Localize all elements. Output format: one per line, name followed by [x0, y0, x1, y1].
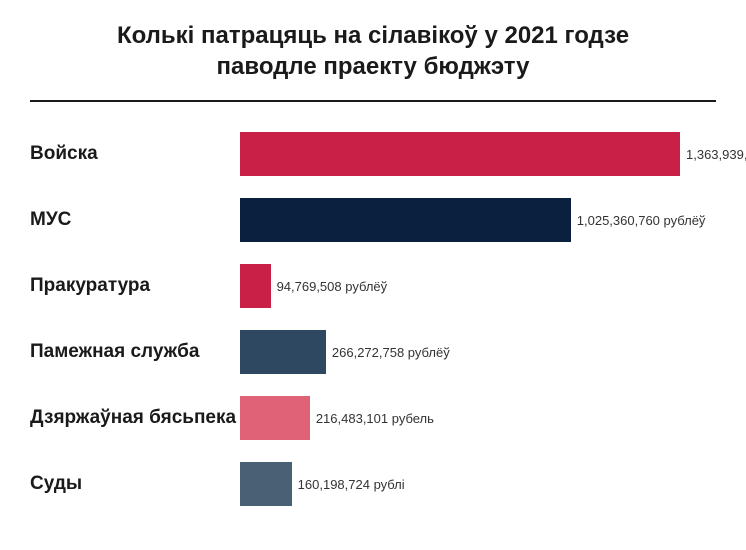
bar-area: 216,483,101 рубель: [240, 396, 716, 440]
chart-row: Суды 160,198,724 рублі: [30, 462, 716, 506]
bar: [240, 264, 271, 308]
bar-label: Войска: [30, 143, 240, 165]
title-line-1: Колькі патрацяць на сілавікоў у 2021 год…: [117, 22, 629, 49]
bar-label: Дзяржаўная бясьпека: [30, 407, 240, 429]
bar-label: Памежная служба: [30, 341, 240, 363]
bar-value: 216,483,101 рубель: [316, 411, 434, 426]
bar-value: 94,769,508 рублёў: [277, 279, 388, 294]
bar-label: МУС: [30, 209, 240, 231]
chart-title: Колькі патрацяць на сілавікоў у 2021 год…: [30, 20, 716, 82]
bar-area: 1,363,939,402 рублі: [240, 132, 746, 176]
bar-value: 1,363,939,402 рублі: [686, 147, 746, 162]
budget-bar-chart: Войска1,363,939,402 рублі МУС 1,025,360,76…: [30, 132, 716, 506]
chart-row: Войска1,363,939,402 рублі: [30, 132, 716, 176]
bar: [240, 132, 680, 176]
bar-area: 94,769,508 рублёў: [240, 264, 716, 308]
bar-label: Суды: [30, 473, 240, 495]
bar-label: Пракуратура: [30, 275, 240, 297]
bar: [240, 396, 310, 440]
title-line-2: паводле праекту бюджэту: [217, 53, 530, 80]
bar: [240, 330, 326, 374]
bar: [240, 462, 292, 506]
bar-area: 1,025,360,760 рублёў: [240, 198, 716, 242]
bar: [240, 198, 571, 242]
bar-area: 266,272,758 рублёў: [240, 330, 716, 374]
bar-area: 160,198,724 рублі: [240, 462, 716, 506]
chart-row: Пракуратура 94,769,508 рублёў: [30, 264, 716, 308]
title-divider: [30, 100, 716, 102]
bar-value: 1,025,360,760 рублёў: [577, 213, 706, 228]
chart-row: Памежная служба 266,272,758 рублёў: [30, 330, 716, 374]
chart-row: Дзяржаўная бясьпека 216,483,101 рубель: [30, 396, 716, 440]
bar-value: 160,198,724 рублі: [298, 477, 405, 492]
chart-row: МУС 1,025,360,760 рублёў: [30, 198, 716, 242]
bar-value: 266,272,758 рублёў: [332, 345, 450, 360]
